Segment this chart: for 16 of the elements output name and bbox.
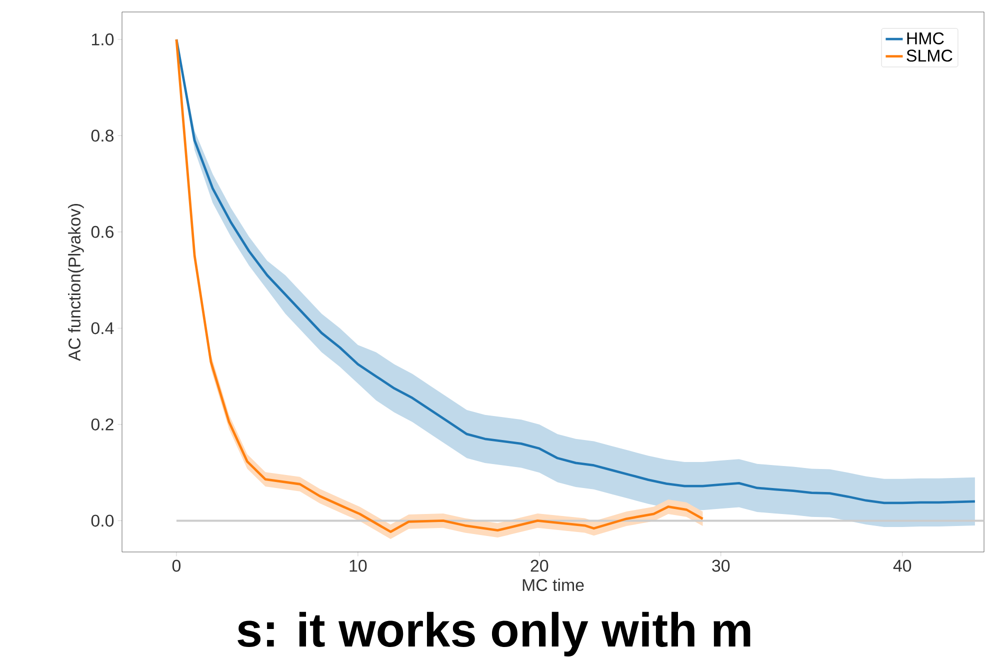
x-tick-label: 20 — [530, 560, 548, 572]
y-tick-label: 0.2 — [91, 418, 114, 430]
y-tick-label: 0.6 — [91, 226, 114, 238]
y-tick-label: 0.0 — [91, 514, 114, 527]
x-tick-label: 0 — [172, 560, 181, 572]
y-axis-title: AC function(Plyakov) — [68, 204, 84, 362]
legend-label: SLMC — [906, 50, 952, 62]
x-axis-title: MC time — [522, 578, 584, 592]
legend-label: HMC — [907, 32, 944, 44]
y-tick-label: 0.8 — [91, 130, 114, 142]
y-tick-label: 0.4 — [91, 322, 114, 334]
x-tick-label: 10 — [350, 560, 367, 572]
x-tick-label: 30 — [712, 560, 730, 572]
y-tick-label: 1.0 — [92, 33, 114, 46]
x-tick-label: 40 — [893, 560, 912, 572]
text: s: it works only with m — [238, 612, 750, 656]
